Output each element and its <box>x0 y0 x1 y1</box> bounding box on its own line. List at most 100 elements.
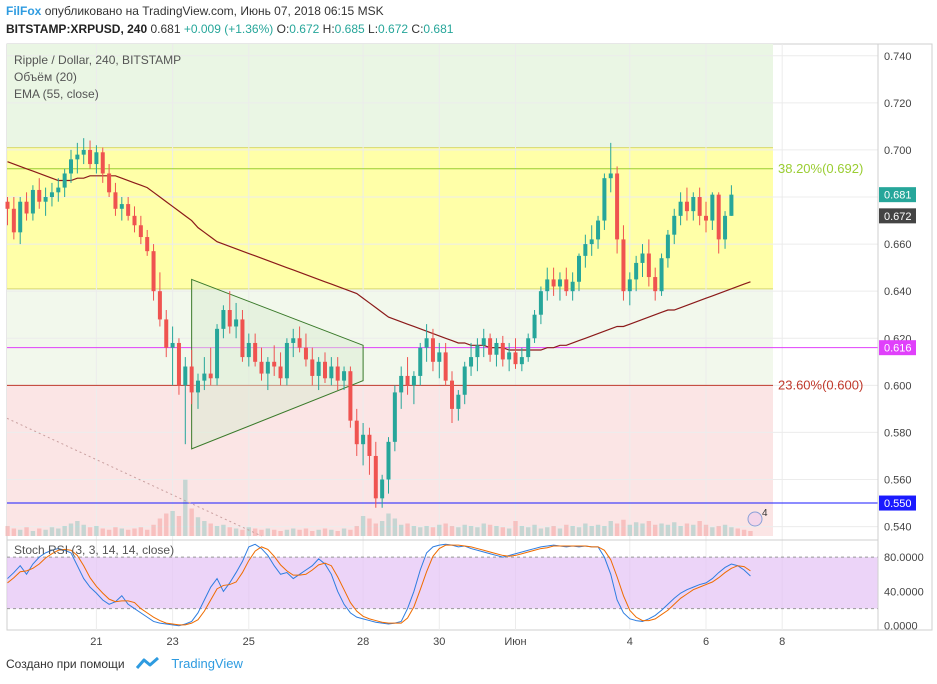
candle-body[interactable] <box>234 319 239 327</box>
candle-body[interactable] <box>62 173 67 188</box>
candle-body[interactable] <box>303 347 308 360</box>
candle-body[interactable] <box>723 215 728 240</box>
candle-body[interactable] <box>113 192 118 209</box>
candle-body[interactable] <box>640 253 645 263</box>
candle-body[interactable] <box>100 152 105 174</box>
candle-body[interactable] <box>570 281 575 292</box>
ema-legend[interactable]: EMA (55, close) <box>14 87 99 101</box>
candle-body[interactable] <box>551 279 556 287</box>
candle-body[interactable] <box>189 366 194 393</box>
candle-body[interactable] <box>710 194 715 221</box>
candle-body[interactable] <box>500 342 505 360</box>
tradingview-link[interactable]: TradingView <box>171 656 243 671</box>
candle-body[interactable] <box>729 194 734 216</box>
stoch-legend[interactable]: Stoch RSI (3, 3, 14, 14, close) <box>14 543 175 557</box>
candle-body[interactable] <box>545 279 550 292</box>
candle-body[interactable] <box>659 258 664 292</box>
candle-body[interactable] <box>373 455 378 499</box>
candle-body[interactable] <box>94 152 99 165</box>
candle-body[interactable] <box>240 319 245 358</box>
candle-body[interactable] <box>253 342 258 362</box>
candle-body[interactable] <box>56 187 61 193</box>
candle-body[interactable] <box>278 366 283 379</box>
candle-body[interactable] <box>138 225 143 238</box>
candle-body[interactable] <box>342 371 347 381</box>
candle-body[interactable] <box>170 342 175 348</box>
events-badge-icon[interactable] <box>747 511 763 527</box>
candle-body[interactable] <box>37 189 42 202</box>
candle-body[interactable] <box>450 380 454 409</box>
candle-body[interactable] <box>348 371 353 421</box>
candle-body[interactable] <box>583 244 588 256</box>
candle-body[interactable] <box>589 239 594 245</box>
candle-body[interactable] <box>557 279 562 287</box>
candle-body[interactable] <box>418 347 423 376</box>
candle-body[interactable] <box>678 201 683 216</box>
candle-body[interactable] <box>519 357 524 365</box>
candle-body[interactable] <box>284 342 289 379</box>
candle-body[interactable] <box>18 201 23 233</box>
candle-body[interactable] <box>392 392 397 442</box>
candle-body[interactable] <box>202 373 207 381</box>
candle-body[interactable] <box>716 194 721 240</box>
candle-body[interactable] <box>462 366 467 395</box>
candle-body[interactable] <box>227 310 232 327</box>
candle-body[interactable] <box>69 159 73 174</box>
candle-body[interactable] <box>596 220 601 240</box>
candle-body[interactable] <box>43 197 48 202</box>
candle-body[interactable] <box>329 366 334 379</box>
candle-body[interactable] <box>88 149 93 165</box>
candle-body[interactable] <box>526 338 531 358</box>
candle-body[interactable] <box>437 352 442 362</box>
candle-body[interactable] <box>221 310 226 329</box>
candle-body[interactable] <box>208 373 213 379</box>
candle-body[interactable] <box>259 361 264 374</box>
candle-body[interactable] <box>494 342 499 355</box>
candle-body[interactable] <box>151 251 156 292</box>
candle-body[interactable] <box>246 342 251 358</box>
candle-body[interactable] <box>75 154 80 160</box>
candle-body[interactable] <box>145 237 150 252</box>
candle-body[interactable] <box>684 201 689 212</box>
candle-body[interactable] <box>11 208 16 233</box>
candle-body[interactable] <box>653 277 658 292</box>
candle-body[interactable] <box>323 361 327 379</box>
candle-body[interactable] <box>49 192 54 198</box>
candle-body[interactable] <box>704 215 708 221</box>
candle-body[interactable] <box>354 420 359 445</box>
candle-body[interactable] <box>488 338 493 355</box>
candle-body[interactable] <box>564 279 569 292</box>
candle-body[interactable] <box>291 338 296 343</box>
candle-body[interactable] <box>24 201 29 214</box>
candle-body[interactable] <box>335 366 340 381</box>
candle-body[interactable] <box>411 375 416 386</box>
candle-body[interactable] <box>310 359 315 376</box>
candle-body[interactable] <box>126 204 131 216</box>
candle-body[interactable] <box>367 434 372 456</box>
candle-body[interactable] <box>132 215 137 226</box>
candle-body[interactable] <box>443 352 448 381</box>
candle-body[interactable] <box>456 394 461 409</box>
candle-body[interactable] <box>532 314 537 339</box>
candle-body[interactable] <box>634 262 639 280</box>
candle-body[interactable] <box>119 204 124 209</box>
candle-body[interactable] <box>361 434 366 445</box>
candle-body[interactable] <box>513 352 518 365</box>
candle-body[interactable] <box>30 189 35 214</box>
candle-body[interactable] <box>399 375 404 393</box>
candle-body[interactable] <box>107 173 112 193</box>
candle-body[interactable] <box>469 357 474 367</box>
candle-body[interactable] <box>157 291 162 320</box>
candle-body[interactable] <box>627 279 632 292</box>
candle-body[interactable] <box>183 366 188 386</box>
candle-body[interactable] <box>672 215 677 235</box>
candle-body[interactable] <box>265 361 270 374</box>
candle-body[interactable] <box>272 361 277 367</box>
candle-body[interactable] <box>380 479 385 499</box>
candle-body[interactable] <box>215 328 220 379</box>
candle-body[interactable] <box>615 173 620 240</box>
candle-body[interactable] <box>176 342 181 386</box>
candle-body[interactable] <box>386 441 391 480</box>
candle-body[interactable] <box>297 338 302 348</box>
